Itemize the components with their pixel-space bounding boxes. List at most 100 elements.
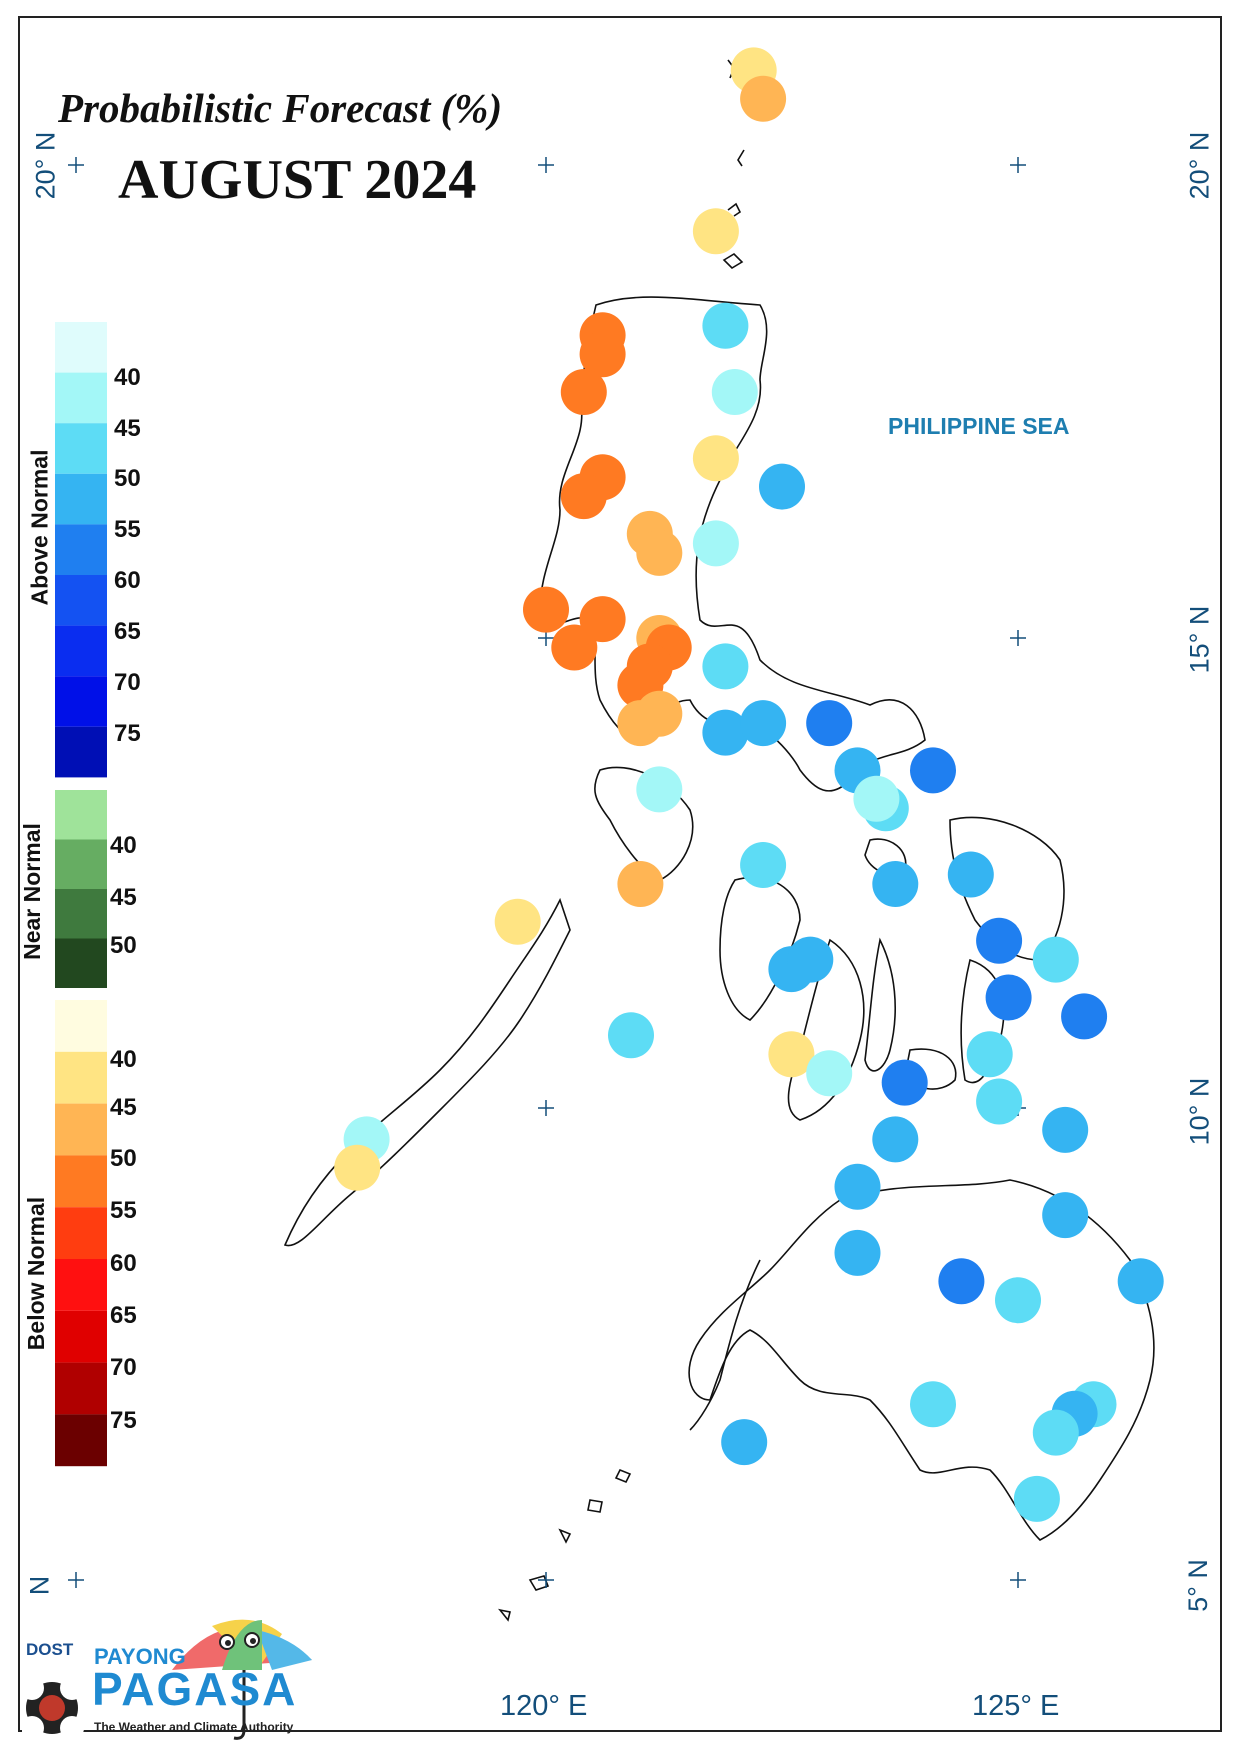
station-marker [1042, 1192, 1089, 1239]
station-marker [523, 586, 569, 633]
station-marker [976, 1078, 1023, 1125]
station-marker [768, 1031, 815, 1078]
station-marker [551, 624, 598, 671]
pagasa-label: PAGASA [92, 1663, 298, 1715]
station-marker [560, 473, 607, 520]
graticule-crosses [68, 157, 1026, 1588]
station-marker [787, 936, 834, 983]
legend-tick-below: 60 [110, 1250, 137, 1277]
legend-below-swatch [55, 1103, 107, 1156]
payong-label: PAYONG [94, 1644, 186, 1669]
legend-above-label: Above Normal [26, 449, 53, 606]
station-marker [853, 775, 900, 822]
legend-tick-above: 50 [114, 465, 141, 492]
legend-above-swatch [55, 473, 107, 525]
legend-tick-above: 45 [114, 415, 141, 442]
station-marker [1032, 936, 1079, 983]
station-marker [872, 861, 919, 907]
station-marker [711, 369, 758, 415]
station-marker [834, 1229, 881, 1276]
legend-below-swatch [55, 1362, 107, 1415]
station-marker [560, 369, 607, 415]
legend-below-swatch [55, 1414, 107, 1467]
legend-near-swatch [55, 839, 107, 889]
legend-tick-near: 40 [110, 832, 137, 859]
legend-tick-below: 45 [110, 1094, 137, 1121]
legend-tick-below: 40 [110, 1046, 137, 1073]
legend-above-swatch [55, 726, 107, 778]
legend-below-swatch [55, 1000, 107, 1052]
map-frame [18, 16, 1222, 1732]
station-marker [938, 1258, 985, 1305]
lat-label-left-20: 20° N [30, 131, 61, 200]
station-marker [702, 302, 749, 349]
legend-below-swatch [55, 1259, 107, 1311]
lon-label-125: 125° E [972, 1690, 1060, 1722]
legend-below-swatch [55, 1051, 107, 1104]
station-marker [759, 463, 805, 510]
lat-label-right-15: 15° N [1184, 605, 1215, 674]
station-marker [976, 917, 1023, 964]
lon-label-120: 120° E [500, 1690, 588, 1722]
station-marker [579, 596, 626, 643]
legend-tick-above: 65 [114, 618, 141, 645]
legend-below-swatch [55, 1310, 107, 1363]
probability-legend [55, 322, 107, 1467]
station-marker [910, 1381, 956, 1428]
logo-tagline: The Weather and Climate Authority [94, 1720, 294, 1734]
station-marker [834, 1163, 881, 1210]
legend-above-swatch [55, 322, 107, 373]
legend-above-swatch [55, 372, 107, 424]
station-marker [636, 529, 683, 576]
station-marker [692, 435, 739, 482]
station-marker [579, 331, 626, 378]
station-marker [702, 709, 749, 756]
legend-below-swatch [55, 1155, 107, 1208]
legend-near-label: Near Normal [18, 823, 45, 960]
legend-tick-above: 40 [114, 364, 141, 391]
station-marker [721, 1419, 768, 1466]
map-title: Probabilistic Forecast (%) [58, 85, 503, 131]
legend-near-swatch [55, 889, 107, 939]
legend-tick-above: 75 [114, 720, 141, 747]
legend-tick-near: 45 [110, 884, 137, 911]
station-marker [334, 1144, 381, 1191]
legend-below-label: Below Normal [23, 1196, 50, 1351]
station-marker [1117, 1258, 1164, 1305]
forecast-stations [334, 47, 1164, 1522]
station-marker [985, 974, 1032, 1021]
station-marker [1013, 1475, 1060, 1522]
pagasa-logo: DOST PAYONG PAGASA The Weather and Clima… [22, 1590, 312, 1740]
station-marker [494, 898, 541, 945]
legend-above-swatch [55, 575, 107, 626]
station-marker [995, 1277, 1041, 1324]
station-marker [692, 520, 739, 567]
station-marker [636, 690, 683, 737]
legend-below-swatch [55, 1207, 107, 1259]
station-marker [740, 75, 787, 122]
station-marker [966, 1031, 1013, 1078]
legend-tick-near: 50 [110, 932, 137, 959]
station-marker [740, 842, 787, 888]
map-subtitle: AUGUST 2024 [118, 149, 477, 211]
legend-tick-above: 60 [114, 567, 141, 594]
sea-label: PHILIPPINE SEA [888, 413, 1070, 439]
legend-above-swatch [55, 676, 107, 727]
legend-near-swatch [55, 790, 107, 840]
lat-label-right-20: 20° N [1184, 131, 1215, 200]
station-marker [702, 643, 749, 690]
legend-near-swatch [55, 938, 107, 988]
legend-tick-above: 70 [114, 669, 141, 696]
lat-label-right-10: 10° N [1184, 1077, 1215, 1146]
station-marker [1032, 1409, 1079, 1456]
station-marker [608, 1012, 654, 1059]
legend-tick-below: 75 [110, 1407, 137, 1434]
station-marker [617, 861, 664, 907]
station-marker [636, 766, 683, 813]
philippines-coastline [283, 59, 1155, 1622]
lat-label-right-5: 5° N [1182, 1559, 1213, 1612]
legend-tick-above: 55 [114, 516, 141, 543]
station-marker [692, 208, 739, 255]
station-marker [806, 700, 853, 747]
station-marker [740, 700, 787, 747]
